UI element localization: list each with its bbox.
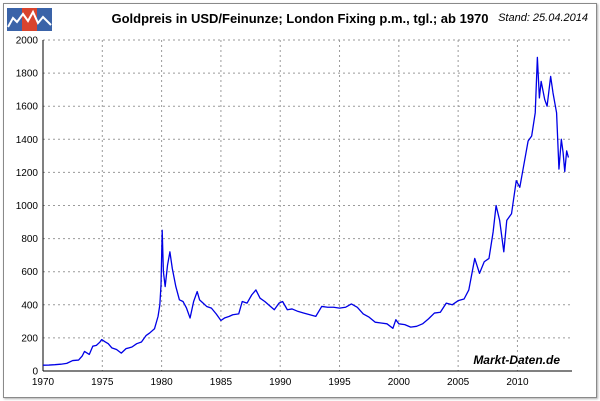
x-tick-label: 1995	[328, 377, 351, 388]
chart-title: Goldpreis in USD/Feinunze; London Fixing…	[111, 11, 489, 26]
chart-logo-icon	[7, 8, 52, 31]
y-tick-label: 1400	[16, 135, 39, 146]
y-tick-label: 1000	[16, 201, 39, 212]
x-tick-label: 1975	[91, 377, 114, 388]
y-tick-label: 400	[21, 300, 38, 311]
x-tick-label: 2000	[388, 377, 411, 388]
y-tick-label: 1200	[16, 168, 39, 179]
x-tick-label: 1970	[32, 377, 55, 388]
y-tick-label: 2000	[16, 36, 39, 47]
x-tick-label: 1985	[210, 377, 233, 388]
x-tick-label: 1990	[269, 377, 292, 388]
y-tick-label: 1800	[16, 69, 39, 80]
y-tick-label: 1600	[16, 102, 39, 113]
y-tick-label: 800	[21, 234, 38, 245]
x-tick-label: 2005	[447, 377, 470, 388]
stand-date: Stand: 25.04.2014	[498, 12, 588, 24]
chart-series	[42, 56, 570, 366]
chart-axes	[42, 40, 572, 372]
watermark: Markt-Daten.de	[473, 353, 560, 367]
x-tick-label: 1980	[150, 377, 173, 388]
y-tick-label: 0	[32, 367, 38, 378]
y-tick-label: 600	[21, 267, 38, 278]
y-tick-label: 200	[21, 333, 38, 344]
chart-grid	[43, 39, 572, 371]
x-tick-label: 2010	[506, 377, 529, 388]
chart-tick-labels: 0 200 400 600 800 1000 1200 1400 1600 1800 2000 197…	[16, 36, 529, 389]
series-line-gold-price	[42, 56, 570, 366]
